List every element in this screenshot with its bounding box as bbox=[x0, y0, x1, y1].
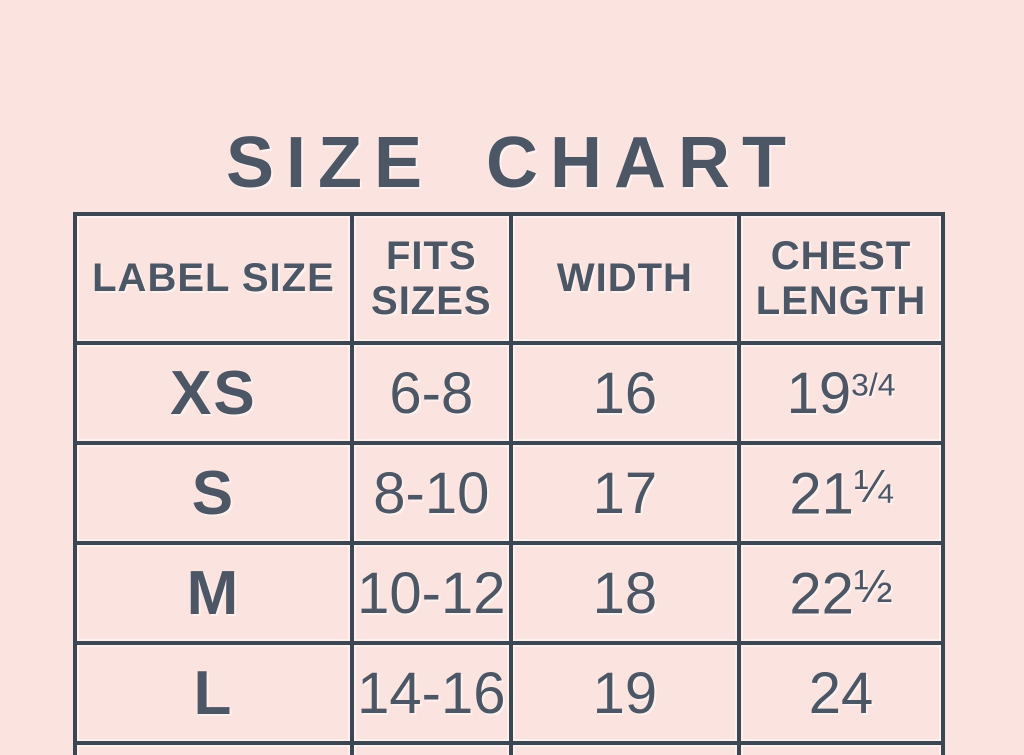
cell-chest-length bbox=[737, 741, 945, 755]
size-chart-table: LABEL SIZE FITS SIZES WIDTH CHEST LENGTH… bbox=[73, 212, 945, 755]
cell-width: 19 bbox=[508, 641, 742, 745]
table-row-xs: XS 6-8 16 193/4 bbox=[73, 341, 945, 445]
table-row-partial bbox=[73, 741, 945, 755]
table-header: LABEL SIZE FITS SIZES WIDTH CHEST LENGTH bbox=[73, 212, 945, 345]
cell-width: 18 bbox=[508, 541, 742, 645]
chest-whole: 24 bbox=[808, 660, 874, 726]
cell-label-size: XS bbox=[73, 341, 354, 445]
table-row-l: L 14-16 19 24 bbox=[73, 641, 945, 745]
cell-fits-sizes: 10-12 bbox=[349, 541, 513, 645]
column-header-fits-sizes: FITS SIZES bbox=[349, 212, 513, 345]
cell-width: 17 bbox=[508, 441, 742, 545]
chest-whole: 19 bbox=[786, 360, 852, 426]
page-title: SIZE CHART bbox=[226, 123, 798, 203]
chest-fraction: ½ bbox=[853, 559, 893, 612]
cell-chest-length: 21¼ bbox=[737, 441, 945, 545]
header-row: LABEL SIZE FITS SIZES WIDTH CHEST LENGTH bbox=[73, 212, 945, 345]
column-header-label-size: LABEL SIZE bbox=[73, 212, 354, 345]
chest-fraction: ¼ bbox=[853, 459, 893, 512]
chest-whole: 21 bbox=[789, 461, 854, 527]
cell-width: 16 bbox=[508, 341, 742, 445]
cell-fits-sizes: 8-10 bbox=[349, 441, 513, 545]
column-header-chest-length: CHEST LENGTH bbox=[737, 212, 945, 345]
cell-fits-sizes: 14-16 bbox=[349, 641, 513, 745]
cell-label-size bbox=[73, 741, 354, 755]
cell-width bbox=[508, 741, 742, 755]
table-row-s: S 8-10 17 21¼ bbox=[73, 441, 945, 545]
column-header-width: WIDTH bbox=[508, 212, 742, 345]
cell-fits-sizes: 6-8 bbox=[349, 341, 513, 445]
cell-chest-length: 22½ bbox=[737, 541, 945, 645]
cell-label-size: M bbox=[73, 541, 354, 645]
cell-chest-length: 24 bbox=[737, 641, 945, 745]
cell-label-size: L bbox=[73, 641, 354, 745]
cell-chest-length: 193/4 bbox=[737, 341, 945, 445]
chest-fraction: 3/4 bbox=[851, 365, 896, 402]
chest-whole: 22 bbox=[789, 561, 854, 627]
cell-label-size: S bbox=[73, 441, 354, 545]
table-row-m: M 10-12 18 22½ bbox=[73, 541, 945, 645]
cell-fits-sizes bbox=[349, 741, 513, 755]
